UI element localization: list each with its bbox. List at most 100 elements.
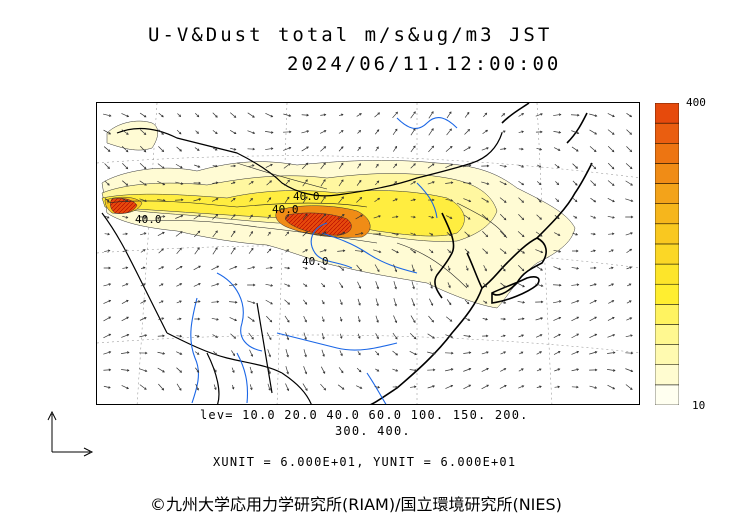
wind-vector-head — [594, 299, 597, 303]
wind-vector — [445, 146, 453, 152]
wind-vector-head — [466, 284, 469, 288]
wind-vector-head — [269, 319, 273, 323]
wind-vector-head — [268, 214, 271, 218]
wind-vector — [445, 316, 453, 322]
wind-vector-head — [233, 148, 237, 151]
wind-vector — [445, 164, 453, 168]
wind-vector-head — [485, 334, 489, 338]
wind-vector — [553, 300, 561, 304]
wind-vector — [122, 180, 128, 186]
wind-vector — [357, 281, 361, 289]
wind-vector — [140, 249, 146, 253]
wind-vector — [518, 197, 524, 203]
wind-vector-head — [305, 388, 308, 391]
wind-vector — [230, 247, 236, 255]
wind-vector-head — [538, 182, 542, 186]
wind-vector-head — [323, 162, 326, 166]
wind-vector — [590, 197, 596, 203]
wind-vector — [535, 283, 543, 287]
wind-vector-head — [215, 115, 218, 118]
wind-vector-head — [268, 197, 272, 200]
wind-vector — [607, 384, 615, 390]
wind-vector — [267, 383, 271, 391]
wind-vector-head — [593, 232, 596, 236]
wind-vector-head — [503, 368, 507, 371]
wind-vector-head — [161, 317, 165, 320]
wind-vector — [194, 147, 200, 151]
wind-vector — [464, 317, 470, 321]
wind-vector — [230, 230, 236, 238]
colorbar-max-label: 400 — [686, 96, 706, 109]
wind-vector-head — [396, 233, 399, 236]
wind-vector — [554, 232, 560, 236]
wind-vector-head — [612, 199, 615, 203]
wind-vector-head — [557, 385, 561, 389]
wind-vector — [625, 232, 633, 236]
wind-vector-head — [107, 183, 110, 186]
wind-vector — [553, 317, 561, 321]
wind-vector — [301, 162, 309, 170]
wind-vector — [411, 298, 415, 306]
wind-vector — [176, 367, 182, 373]
wind-vector — [232, 384, 234, 390]
wind-vector — [481, 181, 489, 185]
wind-vector — [247, 266, 255, 270]
wind-vector — [356, 180, 362, 186]
wind-vector-head — [179, 388, 182, 391]
wind-vector-head — [486, 351, 489, 354]
colorbar-segment — [655, 163, 679, 184]
wind-vector-head — [612, 114, 615, 118]
wind-vector — [410, 315, 416, 323]
wind-vector-head — [143, 249, 146, 252]
wind-vector-head — [144, 215, 148, 219]
wind-vector-head — [268, 371, 271, 375]
wind-vector — [572, 180, 578, 186]
wind-vector-head — [126, 333, 130, 337]
wind-vector — [536, 386, 542, 388]
wind-vector-head — [540, 250, 544, 254]
wind-vector — [499, 165, 507, 167]
wind-vector — [211, 301, 219, 303]
wind-vector — [302, 283, 308, 287]
wind-vector-head — [611, 300, 615, 303]
wind-vector-head — [162, 231, 165, 235]
wind-vector-head — [503, 130, 506, 133]
wind-vector-head — [558, 316, 562, 320]
wind-vector-head — [468, 384, 472, 388]
wind-vector-head — [215, 214, 219, 217]
wind-vector-head — [394, 181, 398, 184]
wind-vector-head — [196, 131, 199, 134]
wind-vector — [285, 366, 289, 374]
wind-vector — [157, 181, 165, 185]
wind-vector — [536, 147, 542, 151]
wind-vector — [373, 249, 381, 253]
wind-vector-head — [161, 149, 165, 153]
wind-vector — [103, 300, 111, 304]
wind-vector — [247, 164, 255, 168]
wind-vector-head — [179, 370, 183, 373]
wind-vector — [375, 146, 379, 152]
wind-vector-head — [143, 114, 147, 118]
wind-vector-head — [232, 230, 236, 234]
wind-vector-head — [629, 114, 633, 118]
wind-vector-head — [144, 387, 147, 390]
wind-vector-head — [502, 113, 506, 116]
wind-vector-head — [376, 163, 379, 167]
wind-vector-head — [394, 320, 398, 324]
wind-vector-head — [144, 334, 148, 337]
wind-vector — [393, 315, 397, 323]
wind-vector-head — [394, 303, 397, 307]
wind-vector-head — [322, 354, 325, 357]
wind-vector-head — [413, 111, 416, 114]
wind-vector-head — [540, 130, 543, 134]
wind-vector — [374, 112, 380, 118]
wind-vector — [175, 181, 183, 185]
wind-vector-head — [124, 249, 128, 252]
wind-vector-head — [305, 231, 308, 234]
wind-vector-head — [125, 199, 129, 202]
wind-vector — [465, 265, 469, 271]
wind-vector-head — [630, 183, 633, 186]
wind-vector — [536, 197, 542, 203]
wind-vector-head — [450, 199, 454, 202]
wind-vector-head — [611, 249, 614, 252]
